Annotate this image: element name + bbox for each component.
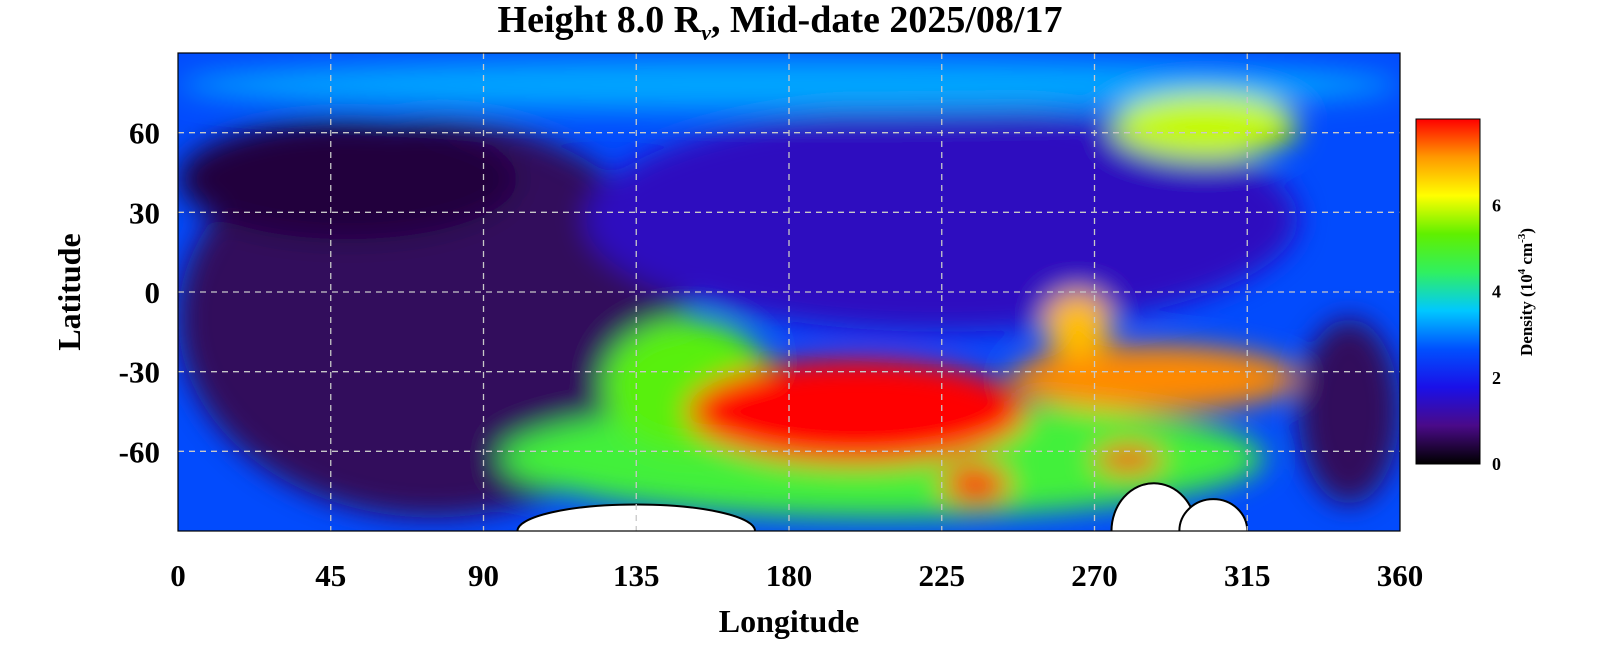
y-tick-label: 0 <box>145 275 161 310</box>
x-tick-label: 135 <box>613 558 660 593</box>
colorbar-tick-label: 2 <box>1492 368 1501 388</box>
region-core-red <box>687 358 1027 465</box>
y-tick-label: 60 <box>129 116 160 151</box>
colorbar <box>1415 118 1481 465</box>
region-low-density-band-east <box>1298 318 1400 505</box>
colorbar-tick-label: 0 <box>1492 454 1501 474</box>
colorbar-label: Density (104 cm-3) <box>1516 228 1536 356</box>
region-south-spot-280 <box>1094 446 1163 473</box>
region-south-spot-235 <box>941 464 1010 505</box>
y-tick-label: -60 <box>119 434 160 469</box>
grid-lines <box>178 53 1400 531</box>
x-tick-label: 180 <box>766 558 813 593</box>
region-low-density-west-north <box>178 119 518 239</box>
x-tick-label: 360 <box>1377 558 1424 593</box>
region-plume-red <box>1043 292 1112 359</box>
x-tick-label: 90 <box>468 558 499 593</box>
plot-frame <box>177 52 1401 532</box>
y-tick-label: -30 <box>119 355 160 390</box>
plot-area <box>178 53 1400 531</box>
x-tick-label: 225 <box>919 558 966 593</box>
x-axis-label: Longitude <box>719 603 859 639</box>
x-tick-label: 315 <box>1224 558 1271 593</box>
x-tick-label: 45 <box>315 558 346 593</box>
colorbar-tick-label: 6 <box>1492 195 1501 215</box>
x-tick-label: 270 <box>1071 558 1118 593</box>
colorbar-tick-label: 4 <box>1492 282 1501 302</box>
y-axis-label: Latitude <box>51 233 87 350</box>
chart-title: Height 8.0 Rv, Mid-date 2025/08/17 <box>498 0 1063 45</box>
colorbar-tick-labels: 0 2 4 6 <box>1492 195 1501 474</box>
region-north-blob-240-320 <box>1111 92 1299 160</box>
blank-region <box>1110 482 1198 531</box>
region-tongue-red <box>1009 345 1299 412</box>
y-tick-labels: 60 30 0 -30 -60 <box>119 116 160 470</box>
x-tick-label: 0 <box>170 558 186 593</box>
y-tick-label: 30 <box>129 195 160 230</box>
x-tick-labels: 0 45 90 135 180 225 270 315 360 <box>170 558 1423 593</box>
